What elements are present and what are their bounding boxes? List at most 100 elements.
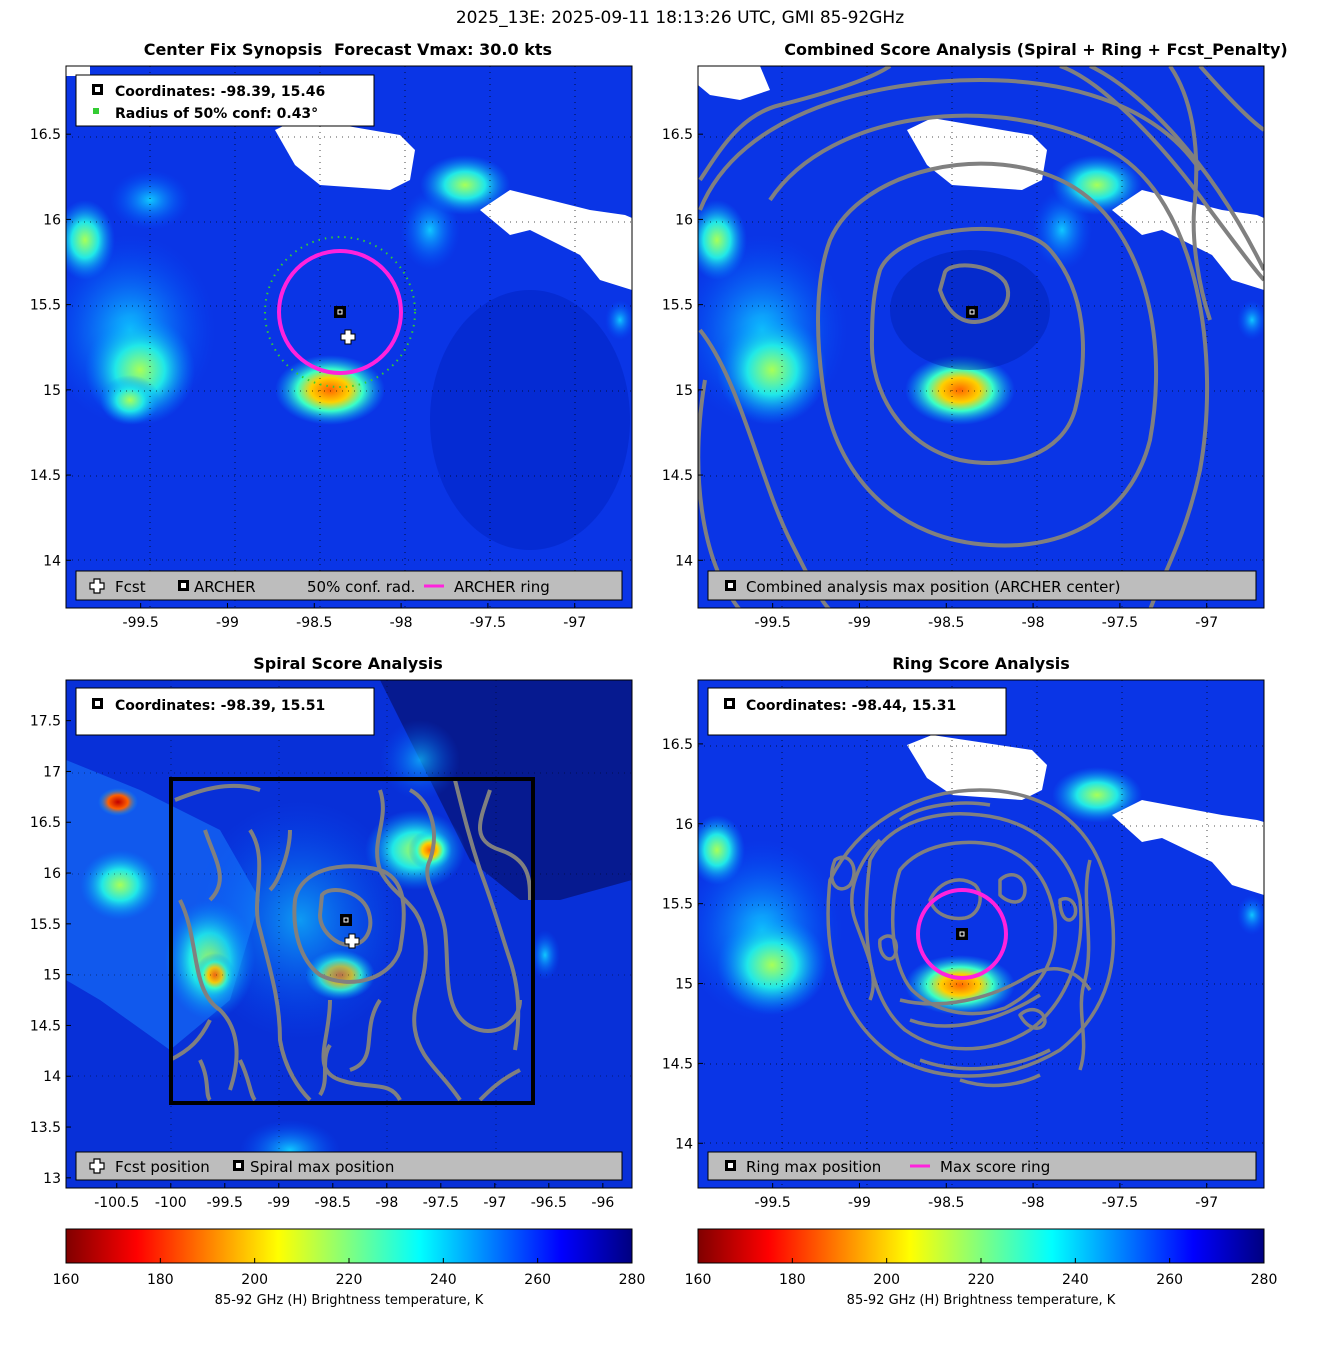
colorbar-tick-label: 220: [968, 1272, 995, 1288]
colorbar-tick-label: 160: [53, 1272, 80, 1288]
colorbar-tick-label: 180: [779, 1272, 806, 1288]
x-tick-label: -96.5: [531, 1195, 567, 1211]
x-tick-label: -97.5: [423, 1195, 459, 1211]
x-tick-label: -99.5: [755, 1195, 791, 1211]
spiral-fcst-marker: [344, 933, 360, 949]
spiral-search-box: [169, 777, 535, 1105]
archer-ring: [277, 249, 403, 375]
y-tick-label: 15.5: [30, 298, 61, 314]
y-tick-label: 16: [675, 212, 693, 228]
y-tick-label: 16.5: [30, 815, 61, 831]
spiral-contours: [169, 779, 532, 1102]
synopsis-legend: Fcst ARCHER 50% conf. rad. ARCHER ring: [75, 570, 623, 601]
y-tick-label: 16: [43, 866, 61, 882]
ring-heatmap: [698, 680, 1264, 1188]
y-tick-label: 15: [675, 977, 693, 993]
spiral-heatmap: [66, 680, 632, 1188]
x-tick-label: -97.5: [1102, 615, 1138, 631]
y-tick-label: 16.5: [30, 127, 61, 143]
x-tick-label: -99.5: [207, 1195, 243, 1211]
combined-title: Combined Score Analysis (Spiral + Ring +…: [784, 40, 1287, 59]
legend-archer: ARCHER: [194, 578, 256, 596]
legend-spiral-max: Spiral max position: [250, 1158, 394, 1176]
y-tick-label: 17.5: [30, 714, 61, 730]
y-tick-label: 16: [43, 212, 61, 228]
colorbar-left-label: 85-92 GHz (H) Brightness temperature, K: [215, 1293, 484, 1308]
y-tick-label: 14: [675, 553, 693, 569]
y-tick-label: 14: [43, 553, 61, 569]
x-tick-label: -98.5: [928, 1195, 964, 1211]
x-tick-label: -97: [1195, 1195, 1218, 1211]
y-tick-label: 15: [43, 383, 61, 399]
colorbar-tick-label: 240: [430, 1272, 457, 1288]
y-tick-label: 14: [43, 1069, 61, 1085]
colorbar-tick-label: 200: [241, 1272, 268, 1288]
colorbar-left: 160 180 200 220 240 260 280 85-92 GHz (H) Brig…: [53, 1228, 646, 1308]
synopsis-title-right: Forecast Vmax: 30.0 kts: [334, 40, 552, 59]
x-tick-label: -98.5: [296, 615, 332, 631]
spiral-legend: Fcst position Spiral max position: [75, 1151, 623, 1181]
legend-conf-rad: 50% conf. rad.: [307, 578, 415, 596]
synopsis-heatmap: [66, 66, 632, 608]
max-score-ring: [916, 888, 1008, 980]
x-tick-label: -98: [375, 1195, 398, 1211]
combined-axis-ticks: -99.5 -99 -98.5 -98 -97.5 -97 14 14.5 15 15.5 16 16…: [662, 127, 1218, 631]
synopsis-coords: Coordinates: -98.39, 15.46: [115, 84, 325, 100]
colorbar-tick-label: 260: [1156, 1272, 1183, 1288]
ring-legend: Ring max position Max score ring: [707, 1151, 1257, 1181]
panel-ring: Ring Score Analysis: [662, 654, 1265, 1211]
combined-max-marker: [966, 306, 978, 318]
x-tick-label: -100.5: [94, 1195, 139, 1211]
colorbar-tick-label: 240: [1062, 1272, 1089, 1288]
synopsis-title-left: Center Fix Synopsis: [144, 40, 323, 59]
x-tick-label: -98.5: [928, 615, 964, 631]
colorbar-tick-label: 280: [1251, 1272, 1278, 1288]
x-tick-label: -100: [155, 1195, 187, 1211]
colorbar-tick-label: 280: [619, 1272, 646, 1288]
y-tick-label: 15.5: [662, 298, 693, 314]
x-tick-label: -97: [563, 615, 586, 631]
colorbar-tick-label: 200: [873, 1272, 900, 1288]
y-tick-label: 16.5: [662, 127, 693, 143]
spiral-max-marker: [340, 914, 352, 926]
figure-title: 2025_13E: 2025-09-11 18:13:26 UTC, GMI 8…: [456, 8, 904, 28]
synopsis-axis-ticks: -99.5 -99 -98.5 -98 -97.5 -97 14 14.5 15 15.5 16 16…: [30, 127, 586, 631]
synopsis-radius: Radius of 50% conf: 0.43°: [115, 106, 318, 122]
colorbar-tick-label: 220: [336, 1272, 363, 1288]
x-tick-label: -98: [1022, 615, 1045, 631]
panel-synopsis: Center Fix Synopsis Forecast Vmax: 30.0 …: [30, 40, 633, 631]
panel-spiral: Spiral Score Analysis: [30, 654, 633, 1211]
y-tick-label: 15.5: [30, 917, 61, 933]
x-tick-label: -98: [390, 615, 413, 631]
ring-axis-ticks: -99.5 -99 -98.5 -98 -97.5 -97 14 14.5 15 15.5 16 16…: [662, 737, 1218, 1211]
ring-title: Ring Score Analysis: [892, 654, 1070, 673]
y-tick-label: 14.5: [30, 1018, 61, 1034]
legend-combined-max: Combined analysis max position (ARCHER c…: [746, 578, 1120, 596]
y-tick-label: 14.5: [662, 468, 693, 484]
spiral-info-box: Coordinates: -98.39, 15.51: [75, 687, 375, 736]
x-tick-label: -99: [216, 615, 239, 631]
x-tick-label: -99: [848, 1195, 871, 1211]
x-tick-label: -97: [1195, 615, 1218, 631]
y-tick-label: 16: [675, 817, 693, 833]
legend-spiral-fcst: Fcst position: [115, 1158, 210, 1176]
y-tick-label: 15.5: [662, 897, 693, 913]
x-tick-label: -96: [591, 1195, 614, 1211]
x-tick-label: -99: [848, 615, 871, 631]
x-tick-label: -99.5: [755, 615, 791, 631]
ring-contours: [826, 788, 1116, 1088]
y-tick-label: 14.5: [662, 1056, 693, 1072]
x-tick-label: -99.5: [123, 615, 159, 631]
y-tick-label: 16.5: [662, 737, 693, 753]
legend-fcst: Fcst: [115, 578, 146, 596]
colorbar-right-label: 85-92 GHz (H) Brightness temperature, K: [847, 1293, 1116, 1308]
y-tick-label: 17: [43, 764, 61, 780]
spiral-title: Spiral Score Analysis: [253, 654, 443, 673]
combined-legend: Combined analysis max position (ARCHER c…: [707, 570, 1257, 601]
x-tick-label: -98.5: [315, 1195, 351, 1211]
x-tick-label: -98: [1022, 1195, 1045, 1211]
archer-center-marker: [334, 306, 346, 318]
y-tick-label: 13: [43, 1171, 61, 1187]
legend-archer-ring: ARCHER ring: [454, 578, 550, 596]
fcst-marker: [340, 329, 356, 345]
